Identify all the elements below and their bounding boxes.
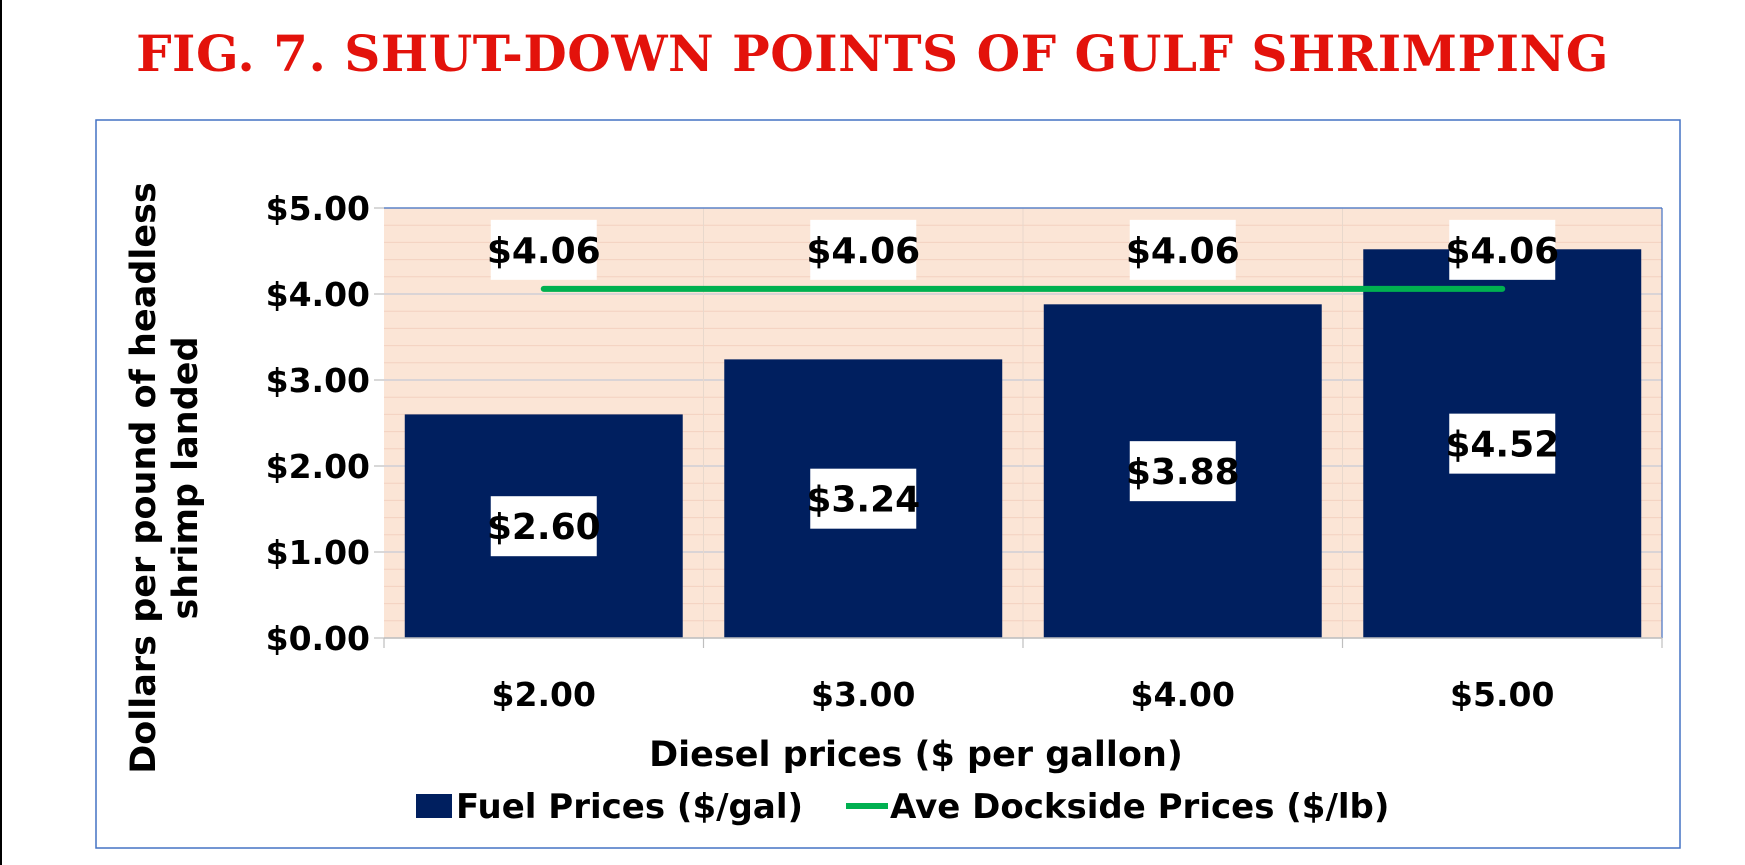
line-data-label: $4.06 [1445, 231, 1559, 272]
bar-data-label: $3.24 [806, 480, 920, 521]
legend-bar-swatch [416, 794, 452, 818]
line-data-label-bg [1449, 219, 1556, 280]
y-tick-label: $2.00 [266, 447, 370, 486]
data-labels: $2.60 $3.24 $3.88 $4.52 $4.06 $4.06 $4.06 $4.06 [487, 219, 1559, 557]
bar-data-label-bg [1129, 441, 1236, 502]
page-title: FIG. 7. SHUT-DOWN POINTS OF GULF SHRIMPI… [136, 24, 1609, 83]
x-tick-label: $2.00 [492, 675, 596, 714]
y-tick-label: $5.00 [266, 189, 370, 228]
bar-data-label-bg [1449, 413, 1556, 474]
x-tick-label: $3.00 [811, 675, 915, 714]
y-axis-title-line-1: Dollars per pound of headless [124, 182, 164, 774]
page-left-edge [0, 0, 2, 865]
bar-data-label: $3.88 [1126, 452, 1240, 493]
legend-bar-label: Fuel Prices ($/gal) [456, 787, 803, 827]
line-data-label: $4.06 [806, 231, 920, 272]
x-tick-label: $4.00 [1131, 675, 1235, 714]
bar-data-label-bg [810, 468, 917, 529]
bar-data-label-bg [490, 496, 597, 557]
y-tick-label: $4.00 [266, 275, 370, 314]
y-tick-label: $0.00 [266, 619, 370, 658]
y-axis-title: Dollars per pound of headless shrimp lan… [124, 182, 206, 774]
x-axis-title: Diesel prices ($ per gallon) [649, 735, 1183, 775]
bar-data-label: $4.52 [1445, 425, 1559, 466]
line-data-label: $4.06 [1126, 231, 1240, 272]
y-axis-title-line-2: shrimp landed [166, 336, 206, 619]
y-tick-label: $3.00 [266, 361, 370, 400]
line-data-label-bg [810, 219, 917, 280]
line-data-label-bg [490, 219, 597, 280]
line-data-label: $4.06 [487, 231, 601, 272]
line-data-label-bg [1129, 219, 1236, 280]
x-tick-label: $5.00 [1450, 675, 1554, 714]
bar-data-label: $2.60 [487, 507, 601, 548]
legend: Fuel Prices ($/gal) Ave Dockside Prices … [416, 787, 1389, 827]
y-tick-label: $1.00 [266, 533, 370, 572]
legend-line-label: Ave Dockside Prices ($/lb) [890, 787, 1389, 827]
axes: $0.00 $1.00 $2.00 $3.00 $4.00 $5.00 $2.00 $3.00… [266, 189, 1663, 714]
